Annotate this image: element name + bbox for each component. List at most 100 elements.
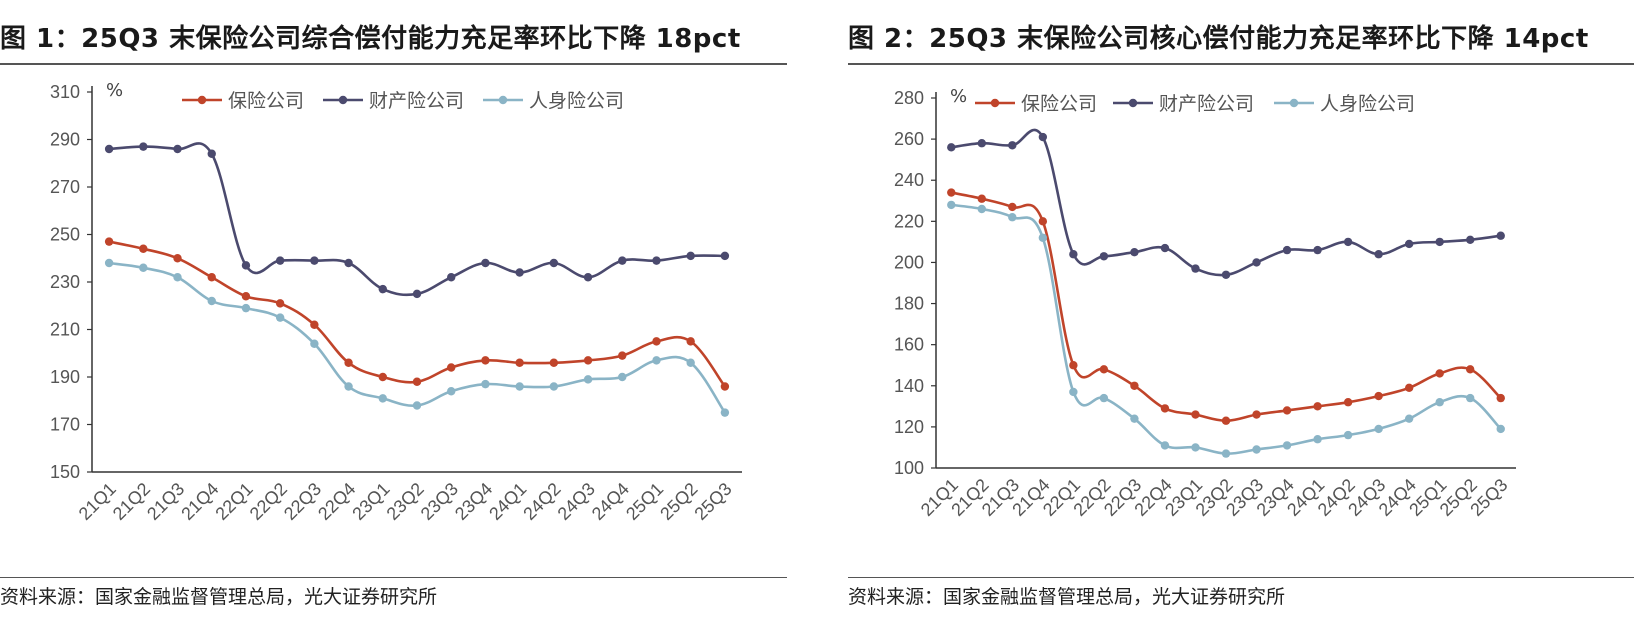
- data-point: [1191, 264, 1200, 273]
- data-point: [618, 351, 627, 360]
- x-tick-label: 21Q1: [75, 479, 120, 524]
- y-tick-label: 180: [894, 294, 924, 314]
- data-point: [1160, 404, 1170, 413]
- data-point: [275, 256, 285, 265]
- data-point: [549, 358, 559, 367]
- data-point: [1404, 383, 1414, 393]
- x-tick-label: 21Q3: [143, 479, 188, 524]
- data-point: [1343, 237, 1353, 247]
- data-point: [1191, 443, 1200, 452]
- data-point: [1282, 441, 1292, 450]
- data-point: [1374, 424, 1383, 434]
- data-point: [947, 200, 956, 210]
- data-point: [1435, 398, 1444, 407]
- data-point: [173, 273, 182, 282]
- data-point: [720, 382, 730, 391]
- y-tick-label: 120: [894, 417, 924, 437]
- chart-panel-2: 图 2：25Q3 末保险公司核心偿付能力充足率环比下降 14pct 100 120…: [848, 0, 1634, 632]
- data-point: [173, 254, 182, 263]
- legend-label: 保险公司: [228, 90, 304, 112]
- legend-marker: [197, 95, 207, 105]
- data-point: [1313, 245, 1322, 255]
- data-point: [1466, 235, 1475, 245]
- data-point: [104, 237, 114, 246]
- data-point: [1038, 217, 1048, 226]
- legend-marker: [1289, 98, 1299, 108]
- data-point: [241, 261, 251, 270]
- data-point: [1343, 430, 1353, 440]
- y-tick-label: 190: [50, 367, 80, 387]
- series-line-0: [108, 240, 726, 388]
- data-point: [1252, 258, 1261, 267]
- data-point: [1221, 449, 1231, 458]
- data-point: [139, 244, 148, 253]
- data-point: [1038, 132, 1048, 142]
- data-point: [515, 358, 524, 367]
- data-point: [515, 268, 524, 277]
- x-tick-label: 23Q4: [451, 479, 496, 524]
- y-tick-label: 280: [894, 88, 924, 108]
- legend-marker: [990, 98, 1000, 108]
- title-divider: [0, 63, 787, 65]
- chart-panel-1: 图 1：25Q3 末保险公司综合偿付能力充足率环比下降 18pct 150 170…: [0, 0, 787, 632]
- data-point: [1404, 239, 1414, 249]
- x-tick-label: 23Q1: [348, 479, 393, 524]
- data-point: [1130, 247, 1139, 257]
- chart-title: 图 2：25Q3 末保险公司核心偿付能力充足率环比下降 14pct: [848, 24, 1589, 54]
- data-point: [515, 382, 524, 391]
- source-divider: [0, 577, 787, 578]
- data-point: [1099, 365, 1109, 374]
- legend-marker: [1128, 98, 1138, 108]
- data-point: [618, 256, 627, 265]
- data-point: [1496, 393, 1505, 403]
- data-point: [1466, 365, 1475, 374]
- x-tick-label: 25Q2: [656, 479, 701, 524]
- y-unit-label: %: [106, 80, 123, 101]
- legend-marker: [498, 95, 508, 105]
- data-point: [1252, 445, 1261, 454]
- x-tick-label: 25Q3: [690, 479, 735, 524]
- data-point: [977, 194, 986, 203]
- data-point: [481, 356, 490, 365]
- data-point: [720, 408, 730, 417]
- data-point: [947, 188, 956, 197]
- data-point: [1435, 237, 1444, 247]
- legend-label: 财产险公司: [369, 90, 464, 112]
- data-point: [104, 258, 114, 268]
- data-point: [1038, 233, 1048, 242]
- data-point: [104, 144, 114, 154]
- x-tick-label: 23Q2: [383, 479, 428, 524]
- series-line-1: [951, 128, 1501, 277]
- data-point: [1496, 231, 1505, 240]
- y-tick-label: 170: [50, 415, 80, 435]
- legend-marker: [338, 95, 348, 105]
- source-divider: [848, 577, 1634, 578]
- series-line-0: [951, 191, 1502, 422]
- x-tick-label: 22Q3: [280, 479, 325, 524]
- data-point: [275, 313, 285, 322]
- data-point: [1099, 252, 1109, 261]
- data-point: [1069, 387, 1078, 397]
- data-point: [977, 139, 986, 148]
- x-tick-label: 24Q1: [485, 479, 530, 524]
- x-tick-label: 22Q4: [314, 479, 359, 524]
- data-point: [139, 142, 148, 151]
- data-point: [977, 204, 986, 214]
- data-point: [207, 273, 216, 282]
- y-tick-label: 250: [50, 225, 80, 245]
- data-point: [207, 296, 216, 306]
- y-tick-label: 220: [894, 211, 924, 231]
- legend-label: 保险公司: [1021, 93, 1097, 115]
- data-point: [275, 299, 285, 308]
- data-point: [1343, 398, 1353, 407]
- data-point: [652, 256, 661, 265]
- y-tick-label: 140: [894, 376, 924, 396]
- data-point: [686, 251, 695, 261]
- data-point: [344, 382, 353, 391]
- source-note: 资料来源：国家金融监督管理总局，光大证券研究所: [0, 586, 438, 608]
- y-tick-label: 260: [894, 129, 924, 149]
- data-point: [310, 339, 319, 348]
- data-point: [344, 358, 353, 367]
- data-point: [1191, 410, 1200, 419]
- x-tick-label: 21Q4: [177, 479, 222, 524]
